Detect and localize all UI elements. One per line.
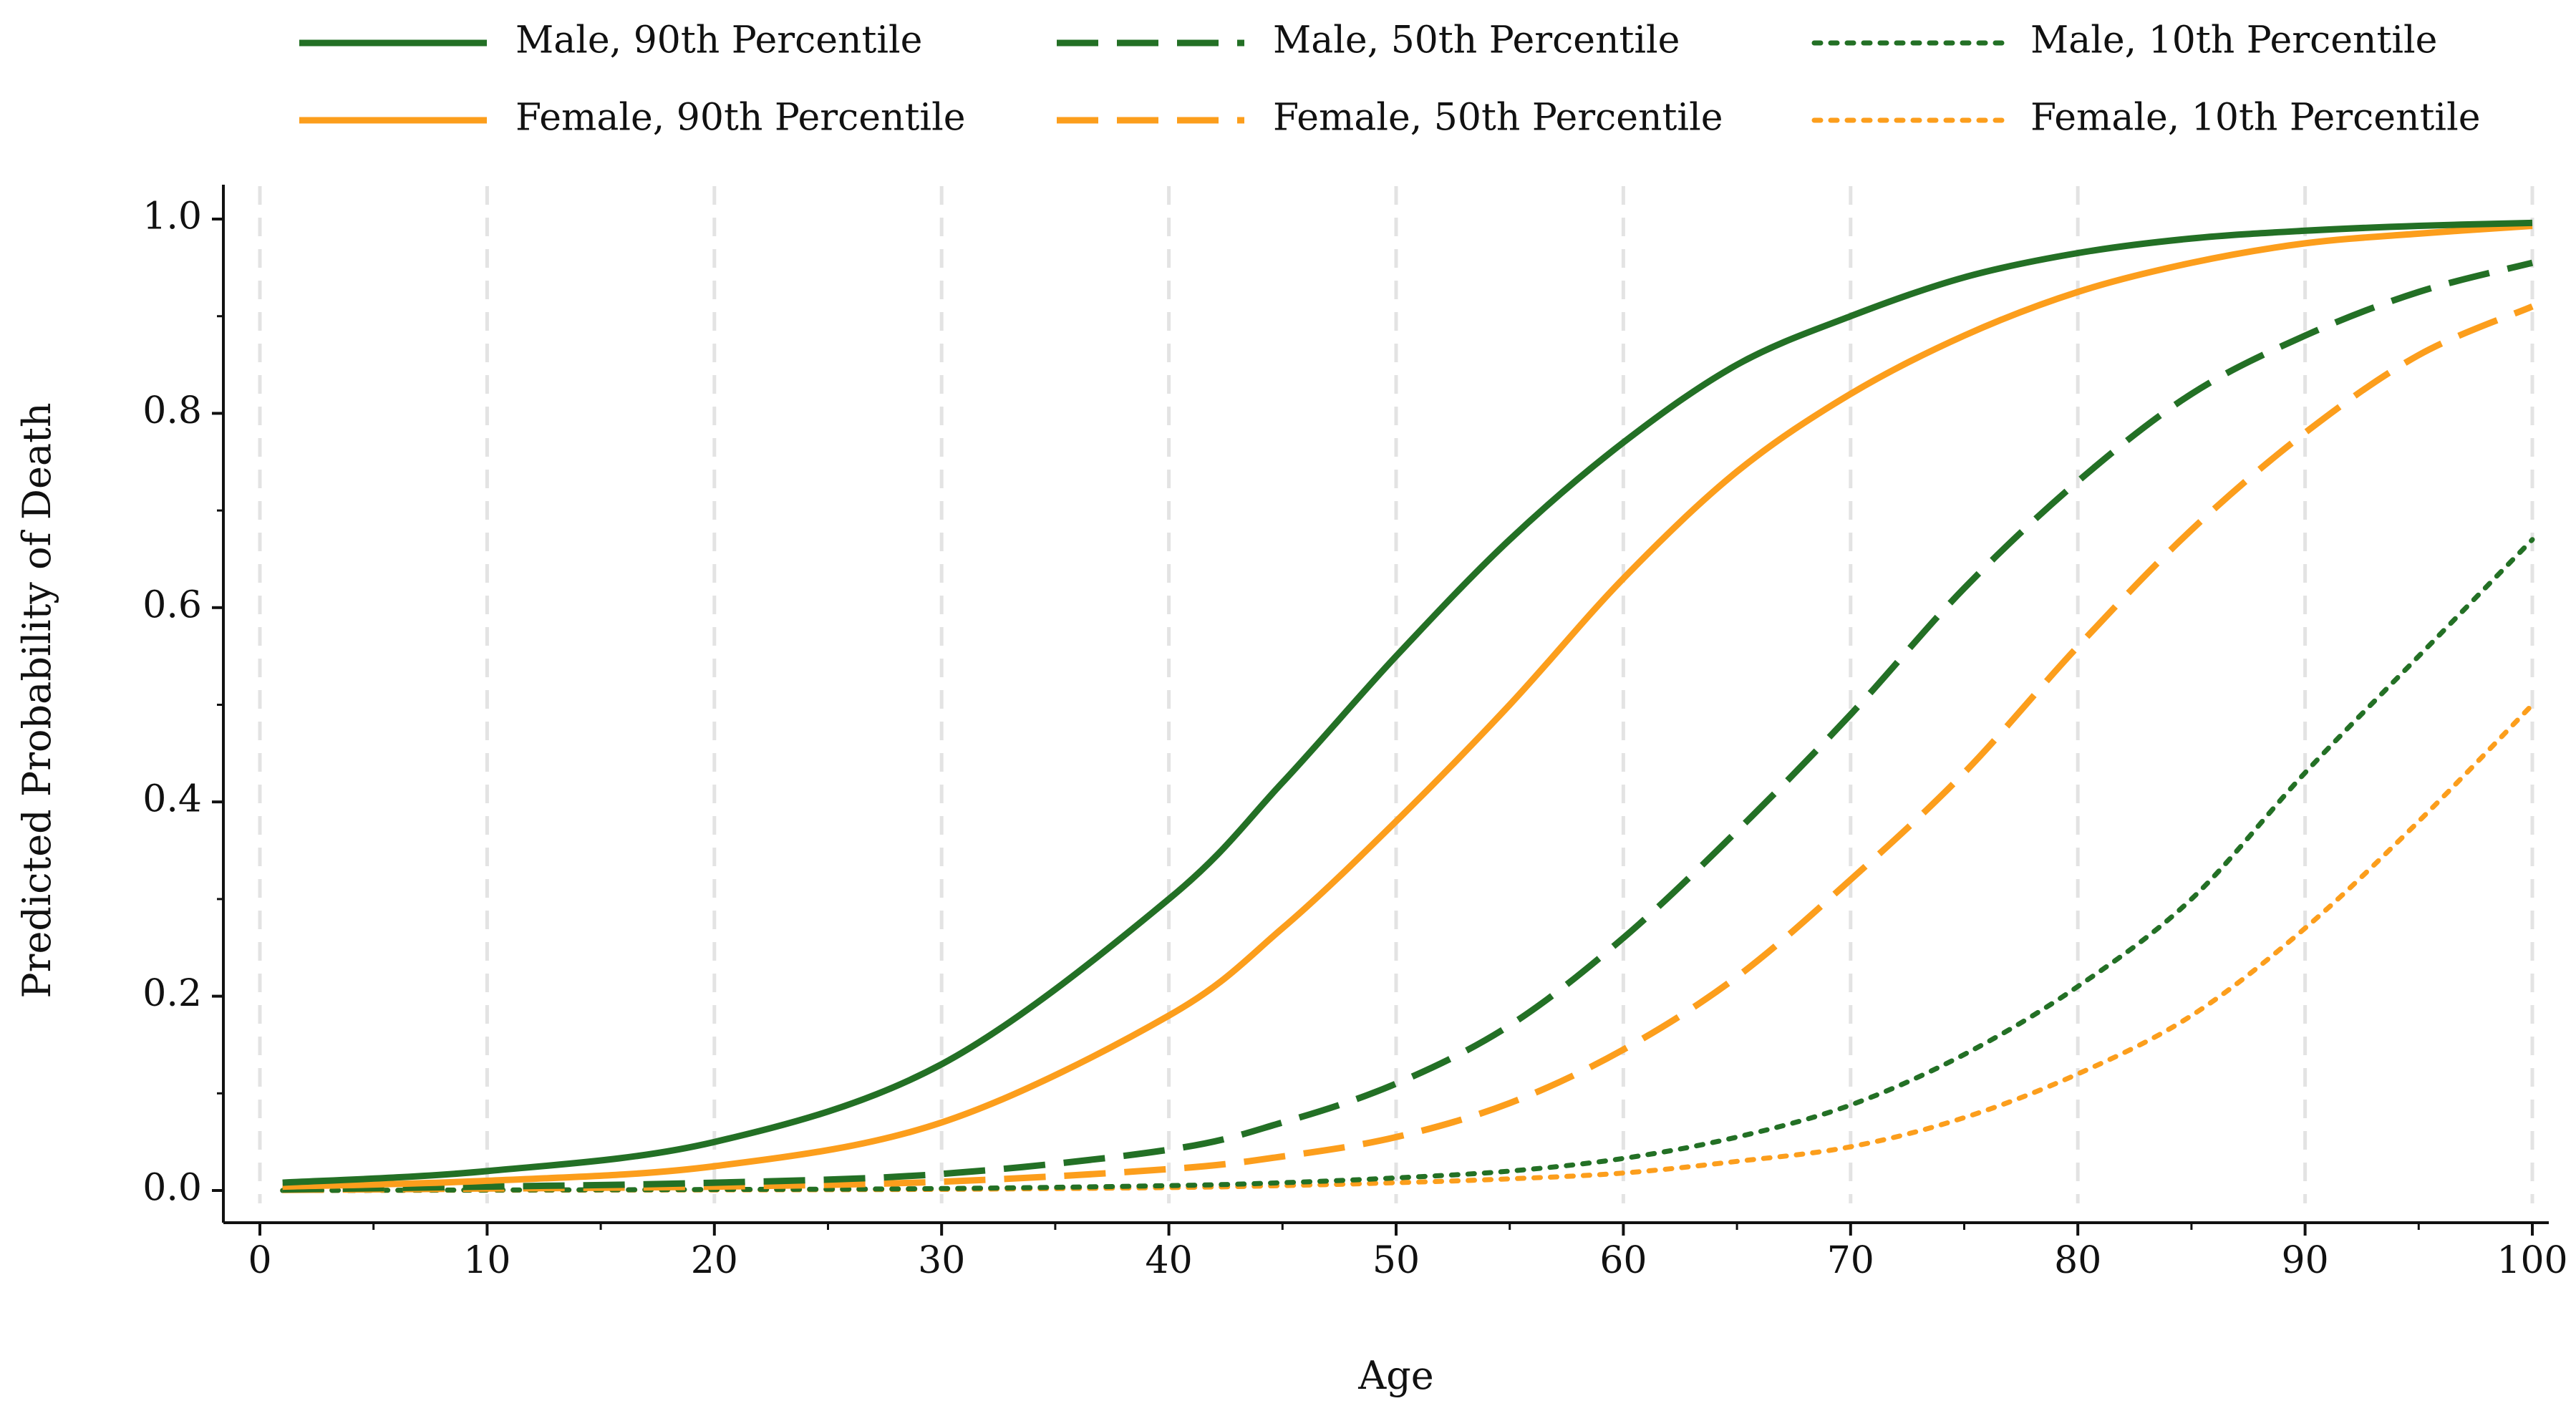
series-line-female-50th-percentile [282,303,2534,1193]
y-axis-title: Predicted Probability of Death [14,402,59,998]
y-tick-label: 0.8 [142,389,202,432]
series-line-female-90th-percentile [282,223,2533,1190]
series-line-female-10th-percentile [280,702,2535,1193]
legend: Male, 90th Percentile Male, 50th Percenti… [299,19,2480,140]
x-tick-label: 10 [463,1239,510,1282]
series-line-male-50th-percentile [282,259,2534,1193]
series-lines [280,219,2535,1193]
y-tick-label: 0.4 [142,778,202,821]
legend-item-female-50th-percentile: Female, 50th Percentile [1057,97,1723,140]
legend-label: Male, 90th Percentile [515,19,922,62]
x-tick-label: 100 [2497,1239,2567,1282]
y-axis-ticks: 0.0 0.2 0.4 0.6 0.8 1.0 [142,195,223,1210]
legend-item-male-10th-percentile: Male, 10th Percentile [1811,19,2437,62]
series-line-male-90th-percentile [282,219,2533,1186]
legend-item-male-90th-percentile: Male, 90th Percentile [299,19,922,62]
x-tick-label: 80 [2054,1239,2101,1282]
y-tick-label: 0.6 [142,583,202,626]
legend-label: Female, 90th Percentile [515,97,965,140]
x-tick-label: 60 [1599,1239,1647,1282]
x-tick-label: 90 [2282,1239,2329,1282]
x-tick-label: 0 [248,1239,271,1282]
x-tick-label: 70 [1827,1239,1874,1282]
x-tick-label: 40 [1146,1239,1193,1282]
y-tick-label: 0.0 [142,1167,202,1210]
x-tick-label: 20 [691,1239,738,1282]
legend-item-female-10th-percentile: Female, 10th Percentile [1811,97,2480,140]
legend-label: Female, 50th Percentile [1273,97,1723,140]
x-tick-label: 50 [1372,1239,1420,1282]
legend-item-male-50th-percentile: Male, 50th Percentile [1057,19,1680,62]
legend-label: Female, 10th Percentile [2030,97,2480,140]
legend-label: Male, 50th Percentile [1273,19,1680,62]
y-tick-label: 0.2 [142,972,202,1015]
legend-item-female-90th-percentile: Female, 90th Percentile [299,97,965,140]
x-tick-label: 30 [918,1239,965,1282]
axes: 0.0 0.2 0.4 0.6 0.8 1.0 0 10 20 30 40 50 60 70 80 90 10… [142,185,2568,1282]
x-axis-ticks: 0 10 20 30 40 50 60 70 80 90 100 [248,1223,2568,1282]
x-axis-title: Age [1357,1353,1434,1398]
grid-lines [258,186,2534,1203]
y-tick-label: 1.0 [142,195,202,238]
series-line-male-10th-percentile [280,537,2535,1193]
legend-label: Male, 10th Percentile [2030,19,2437,62]
